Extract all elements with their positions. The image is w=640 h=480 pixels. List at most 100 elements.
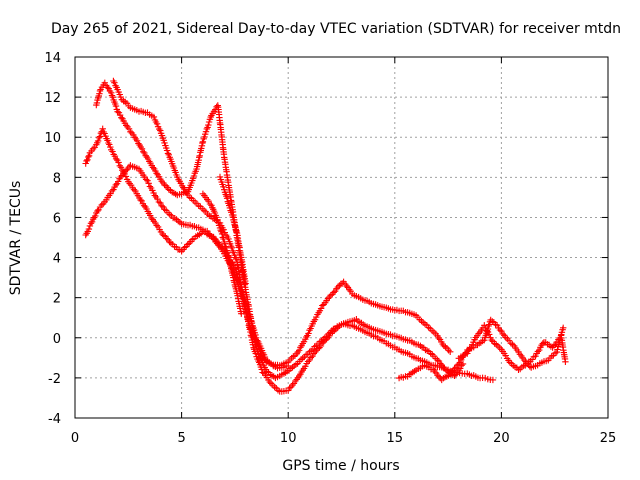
data-point: [232, 254, 239, 261]
data-point: [85, 152, 93, 159]
data-point: [94, 137, 102, 145]
data-point: [266, 378, 273, 386]
data-point: [285, 362, 292, 370]
data-point: [117, 173, 124, 181]
data-point: [536, 346, 543, 354]
data-point: [448, 368, 455, 375]
data-point: [550, 342, 558, 349]
data-point: [216, 173, 224, 181]
data-point: [160, 232, 167, 239]
data-point: [307, 354, 315, 361]
grid: [75, 57, 608, 418]
data-point: [96, 90, 103, 97]
data-point: [196, 152, 203, 159]
data-point: [234, 271, 241, 278]
y-tick-label: 10: [44, 131, 61, 146]
data-point: [224, 249, 231, 256]
data-point: [109, 94, 116, 101]
data-point: [114, 108, 121, 115]
data-point: [454, 362, 461, 369]
data-point: [237, 283, 245, 291]
data-point: [347, 288, 354, 295]
data-points: [82, 77, 569, 395]
y-tick-label: -4: [48, 412, 61, 427]
data-point: [156, 125, 163, 133]
data-point: [203, 125, 210, 133]
data-point: [107, 143, 114, 151]
data-point: [481, 337, 488, 344]
y-tick-label: 12: [44, 91, 61, 106]
data-point: [108, 89, 115, 96]
x-tick-labels: 0 5 10 15 20 25: [71, 431, 616, 446]
data-point: [154, 195, 161, 203]
data-point: [142, 176, 150, 183]
data-point: [123, 122, 130, 129]
data-point: [286, 384, 293, 392]
data-point: [157, 199, 164, 207]
data-point: [140, 202, 148, 209]
data-point: [254, 337, 261, 344]
data-point: [259, 369, 266, 376]
data-point: [98, 201, 105, 209]
data-point: [107, 190, 114, 197]
data-point: [560, 324, 567, 331]
data-point: [205, 118, 213, 126]
data-point: [127, 128, 134, 135]
data-point: [317, 305, 325, 312]
data-point: [482, 324, 489, 332]
data-point: [247, 314, 254, 322]
x-tick-label: 5: [177, 431, 185, 446]
data-point: [141, 149, 148, 157]
data-point: [296, 347, 303, 354]
data-point: [229, 213, 236, 221]
x-tick-label: 20: [493, 431, 510, 446]
data-point: [213, 237, 220, 245]
data-point: [532, 353, 539, 360]
data-point: [215, 219, 222, 226]
series-track-E: [395, 316, 567, 384]
data-point: [233, 255, 240, 263]
data-point: [305, 330, 312, 337]
data-point: [220, 183, 227, 190]
data-point: [151, 192, 158, 199]
data-point: [145, 180, 152, 187]
series-track-A: [93, 79, 454, 369]
y-tick-labels: -4 -2 0 2 4 6 8 10 12 14: [44, 51, 61, 427]
data-point: [243, 302, 251, 310]
y-tick-label: 4: [53, 252, 61, 267]
data-point: [184, 241, 191, 248]
data-point: [346, 286, 353, 293]
data-point: [232, 266, 239, 273]
y-tick-label: 0: [53, 332, 61, 347]
data-point: [130, 186, 138, 193]
data-point: [122, 173, 130, 180]
data-point: [496, 326, 504, 334]
data-point: [222, 244, 230, 251]
data-point: [554, 346, 561, 353]
data-point: [240, 290, 247, 298]
data-point: [237, 305, 244, 312]
data-point: [164, 150, 172, 157]
data-point: [256, 353, 263, 360]
data-point: [87, 220, 95, 227]
data-point: [499, 330, 506, 338]
data-point: [330, 289, 337, 296]
series-track-F: [455, 322, 569, 373]
data-point: [201, 133, 208, 141]
data-point: [457, 365, 464, 372]
data-point: [112, 102, 120, 110]
x-tick-label: 10: [280, 431, 297, 446]
data-point: [214, 216, 221, 223]
data-point: [467, 344, 475, 351]
data-point: [96, 133, 104, 140]
x-axis-label: GPS time / hours: [282, 458, 399, 474]
data-point: [488, 336, 495, 344]
data-point: [116, 162, 123, 169]
data-point: [95, 134, 103, 141]
data-point: [161, 181, 168, 189]
y-tick-label: 14: [44, 51, 61, 66]
data-point: [222, 243, 229, 250]
data-point: [343, 282, 350, 290]
data-point: [100, 128, 107, 136]
data-point: [435, 334, 442, 342]
